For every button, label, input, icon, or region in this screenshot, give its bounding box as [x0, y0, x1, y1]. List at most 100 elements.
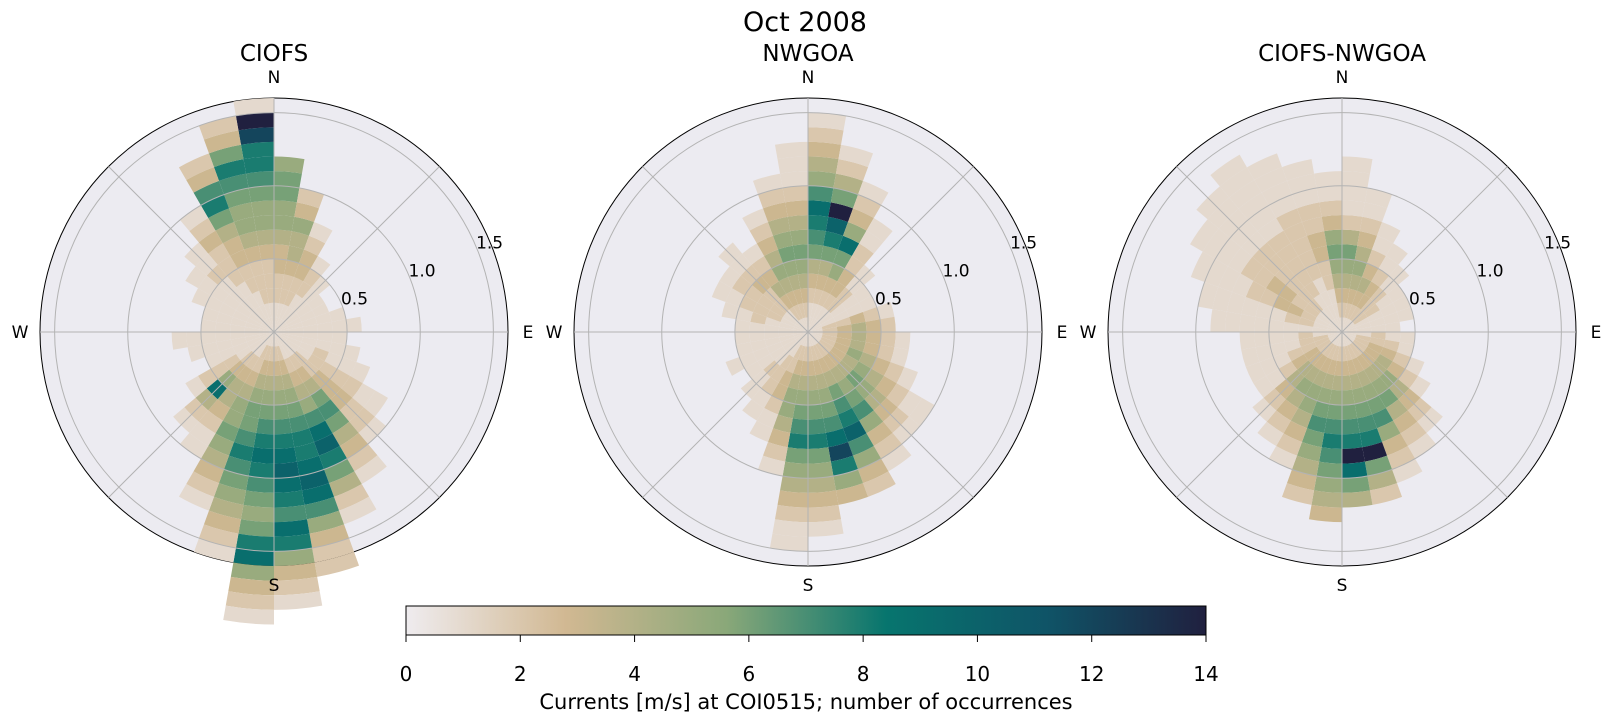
rose-cell	[243, 156, 274, 174]
rose-cell	[1407, 432, 1437, 459]
rose-cell	[1215, 237, 1242, 267]
direction-label-west: W	[12, 323, 29, 343]
rose-cell	[808, 185, 834, 203]
rose-cell	[1281, 159, 1315, 181]
rose-cell	[274, 476, 302, 493]
rose-cell	[210, 284, 230, 303]
rose-cell	[1409, 375, 1431, 398]
rose-cell	[1202, 228, 1230, 259]
rose-cell	[1367, 342, 1384, 354]
rose-cell	[735, 342, 754, 358]
rose-cell	[800, 288, 808, 304]
rose-cell	[331, 319, 348, 332]
radial-tick-label: 1.0	[409, 262, 436, 282]
rose-cell	[823, 277, 838, 295]
rose-cell	[1300, 310, 1317, 322]
rose-cell	[1276, 243, 1299, 265]
rose-cell	[259, 332, 274, 335]
rose-cell	[1342, 461, 1368, 479]
rose-cell	[1379, 302, 1397, 317]
rose-cell	[223, 605, 274, 625]
rose-cell	[795, 389, 808, 406]
rose-cell	[853, 194, 882, 219]
rose-cell	[291, 216, 315, 236]
rose-cell	[1349, 306, 1361, 321]
rose-cell	[852, 361, 872, 380]
rose-cells	[171, 98, 388, 625]
rose-cell	[821, 334, 837, 343]
rose-cell	[256, 229, 274, 246]
rose-cell	[304, 235, 326, 257]
rose-cell	[1386, 284, 1406, 303]
rose-cell	[1323, 343, 1335, 358]
rose-cell	[1364, 303, 1380, 318]
rose-cell	[346, 316, 362, 332]
rose-cell	[230, 324, 246, 332]
rose-cell	[735, 306, 754, 322]
rose-cell	[1257, 421, 1284, 446]
rose-cell	[757, 294, 775, 311]
rose-cell	[734, 332, 751, 345]
rose-cell	[1331, 303, 1340, 319]
rose-cell	[790, 229, 808, 246]
rose-cell	[1396, 306, 1415, 322]
rose-cell	[1334, 288, 1342, 304]
rose-cell	[1342, 490, 1373, 508]
rose-cell	[274, 389, 287, 406]
colorbar-gradient	[405, 605, 1207, 636]
rose-cell	[274, 591, 323, 610]
rose-cell	[263, 375, 274, 391]
rose-cell	[1257, 218, 1284, 243]
rose-cell	[1285, 256, 1306, 276]
angular-gridline	[108, 331, 275, 498]
rose-cell	[808, 324, 822, 332]
rose-cell	[228, 441, 254, 462]
rose-cell	[222, 407, 244, 429]
rose-cell	[317, 332, 333, 343]
rose-cell	[793, 332, 808, 335]
rose-cell	[276, 345, 285, 361]
rose-cell	[1232, 273, 1254, 297]
rose-cell	[756, 235, 778, 257]
rose-cell	[274, 302, 280, 318]
rose-cell	[259, 326, 274, 332]
rose-cell	[288, 294, 303, 310]
rose-cell	[274, 324, 288, 332]
rose-cell	[1342, 215, 1363, 232]
rose-cell	[1283, 332, 1299, 343]
rose-cell	[808, 200, 831, 217]
rose-cell	[1334, 332, 1342, 346]
rose-cell	[808, 332, 821, 342]
rose-cell	[1266, 230, 1291, 254]
rose-cell	[279, 288, 290, 305]
rose-cell	[1342, 332, 1348, 347]
rose-cell	[261, 322, 274, 332]
rose-cell	[1392, 295, 1411, 312]
rose-cell	[1342, 332, 1355, 342]
rose-cell	[1342, 319, 1352, 332]
rose-cell	[198, 368, 218, 389]
rose-cell	[198, 524, 239, 549]
rose-cell	[1304, 281, 1321, 299]
rose-cell	[274, 346, 280, 362]
rose-cell	[281, 373, 295, 390]
rose-cell	[1364, 187, 1393, 209]
rose-cell	[838, 235, 860, 257]
rose-cell	[251, 447, 274, 464]
rose-cell	[815, 274, 829, 291]
rose-cell	[808, 215, 829, 232]
rose-cell	[200, 319, 217, 332]
rose-cell	[797, 273, 808, 289]
rose-cell	[238, 231, 259, 250]
rose-cell	[200, 332, 217, 345]
rose-cell	[880, 316, 896, 332]
rose-cell	[294, 202, 320, 223]
rose-cell	[762, 441, 788, 462]
rose-cell	[219, 302, 237, 317]
rose-cell	[1353, 313, 1368, 325]
rose-cell	[1316, 461, 1342, 479]
rose-cell	[1399, 332, 1416, 345]
rose-cell	[1342, 171, 1370, 188]
rose-cell	[838, 144, 874, 168]
rose-cell	[782, 185, 808, 203]
